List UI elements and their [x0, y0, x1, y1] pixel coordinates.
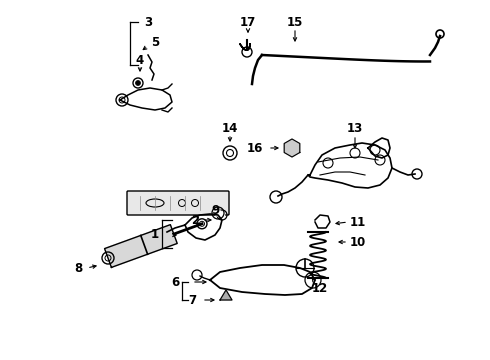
Text: 11: 11 — [350, 216, 366, 229]
Text: 6: 6 — [171, 275, 179, 288]
Polygon shape — [220, 290, 232, 300]
Circle shape — [377, 158, 383, 162]
Circle shape — [352, 150, 358, 156]
Polygon shape — [284, 139, 300, 157]
Text: 7: 7 — [188, 293, 196, 306]
Text: 8: 8 — [74, 261, 82, 274]
Circle shape — [136, 81, 141, 85]
Text: 13: 13 — [347, 122, 363, 135]
Polygon shape — [104, 225, 177, 267]
Circle shape — [325, 161, 330, 166]
Text: 2: 2 — [191, 213, 199, 226]
Circle shape — [215, 210, 221, 216]
Text: 4: 4 — [136, 54, 144, 67]
Circle shape — [220, 212, 224, 217]
Text: 14: 14 — [222, 122, 238, 135]
Circle shape — [300, 264, 310, 273]
Circle shape — [309, 276, 317, 284]
Text: 12: 12 — [312, 282, 328, 294]
Text: 17: 17 — [240, 15, 256, 28]
FancyBboxPatch shape — [127, 191, 229, 215]
Circle shape — [372, 148, 377, 153]
Text: 15: 15 — [287, 15, 303, 28]
Text: 1: 1 — [151, 229, 159, 242]
Text: 9: 9 — [211, 203, 219, 216]
Text: 3: 3 — [144, 15, 152, 28]
Text: 5: 5 — [151, 36, 159, 49]
Text: 16: 16 — [247, 141, 263, 154]
Text: 10: 10 — [350, 235, 366, 248]
